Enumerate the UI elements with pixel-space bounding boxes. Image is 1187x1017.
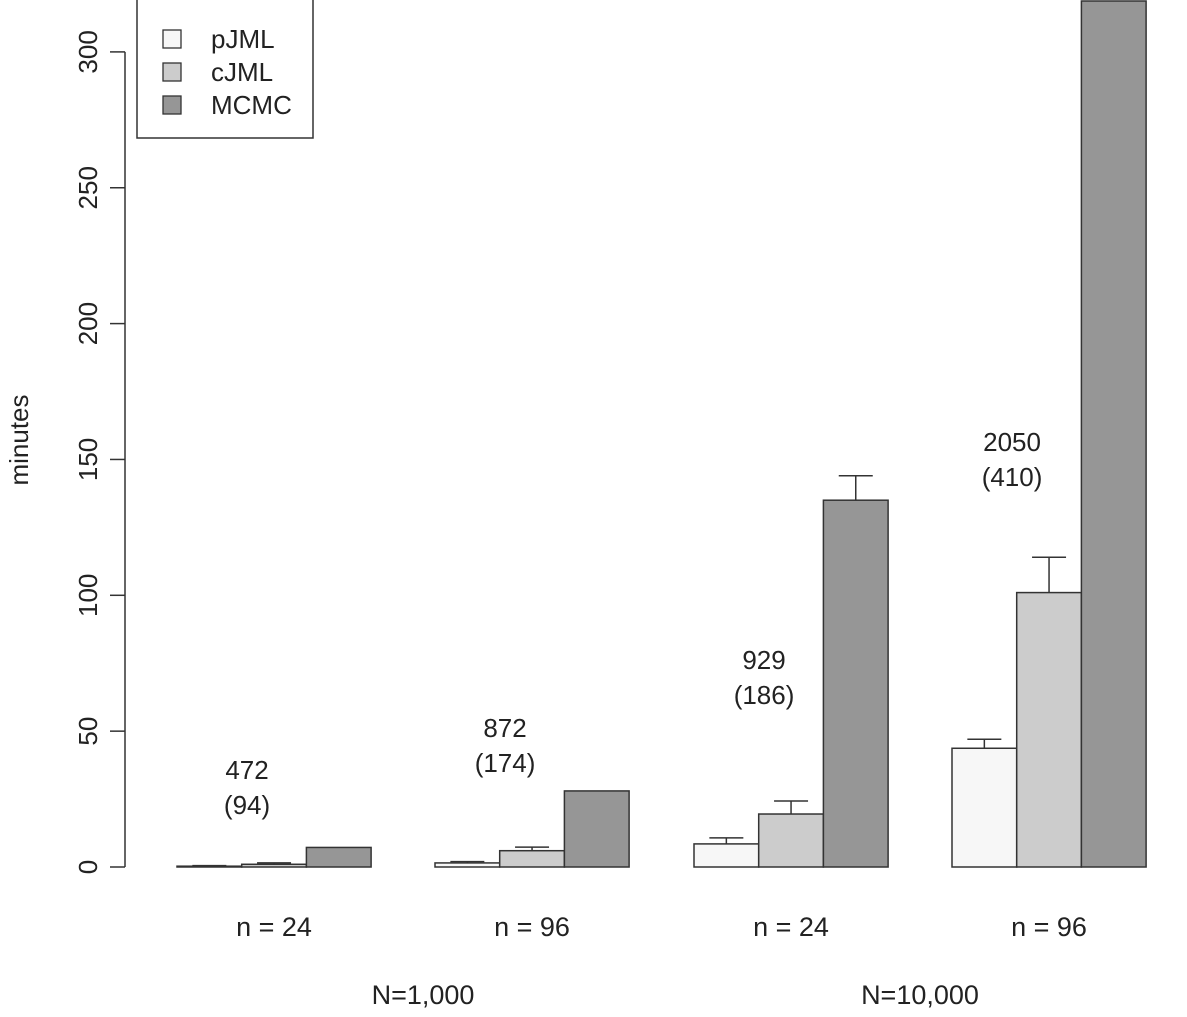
legend-swatch-pjml bbox=[162, 29, 182, 49]
y-tick-label: 200 bbox=[73, 302, 103, 345]
bar-pjml bbox=[693, 843, 760, 868]
y-tick-label: 250 bbox=[73, 166, 103, 209]
y-tick-label: 0 bbox=[73, 860, 103, 874]
legend-label: cJML bbox=[211, 57, 273, 87]
annotation-subvalue: (186) bbox=[734, 680, 795, 710]
x-category-label: n = 24 bbox=[236, 912, 312, 942]
legend-label: MCMC bbox=[211, 90, 292, 120]
bar-mcmc bbox=[563, 790, 630, 868]
bar-mcmc bbox=[1080, 0, 1147, 868]
outer-group-label: N=10,000 bbox=[861, 980, 979, 1010]
annotation-value: 2050 bbox=[983, 427, 1041, 457]
annotation-value: 472 bbox=[225, 755, 268, 785]
annotation-value: 872 bbox=[483, 713, 526, 743]
y-tick-label: 50 bbox=[73, 717, 103, 746]
bar-mcmc bbox=[822, 499, 889, 868]
annotation-value: 929 bbox=[742, 645, 785, 675]
bar-pjml bbox=[434, 862, 501, 868]
x-labels: n = 24 n = 96 n = 24 n = 96 N=1,000 N=10,000 bbox=[236, 912, 1087, 1010]
bar-cjml bbox=[240, 863, 308, 868]
bar-cjml bbox=[757, 813, 825, 868]
annotation-subvalue: (174) bbox=[475, 748, 536, 778]
x-category-label: n = 96 bbox=[1011, 912, 1087, 942]
annotation-subvalue: (94) bbox=[224, 790, 270, 820]
legend-swatch-cjml bbox=[162, 62, 182, 82]
bar-mcmc bbox=[305, 846, 372, 868]
y-tick-label: 100 bbox=[73, 574, 103, 617]
legend-label: pJML bbox=[211, 24, 275, 54]
y-tick-label: 300 bbox=[73, 30, 103, 73]
bars: 472 (94) 872 (174) 929 (186) 2050 (410) bbox=[176, 0, 1147, 868]
x-category-label: n = 24 bbox=[753, 912, 829, 942]
outer-group-label: N=1,000 bbox=[372, 980, 475, 1010]
y-axis-label: minutes bbox=[4, 394, 34, 485]
legend-swatch-mcmc bbox=[162, 95, 182, 115]
y-axis: 0 50 100 150 200 250 300 bbox=[73, 30, 126, 874]
y-tick-label: 150 bbox=[73, 438, 103, 481]
bar-cjml bbox=[1015, 591, 1083, 868]
annotation-subvalue: (410) bbox=[982, 462, 1043, 492]
bar-cjml bbox=[498, 849, 566, 868]
bar-pjml bbox=[951, 747, 1018, 868]
x-category-label: n = 96 bbox=[494, 912, 570, 942]
